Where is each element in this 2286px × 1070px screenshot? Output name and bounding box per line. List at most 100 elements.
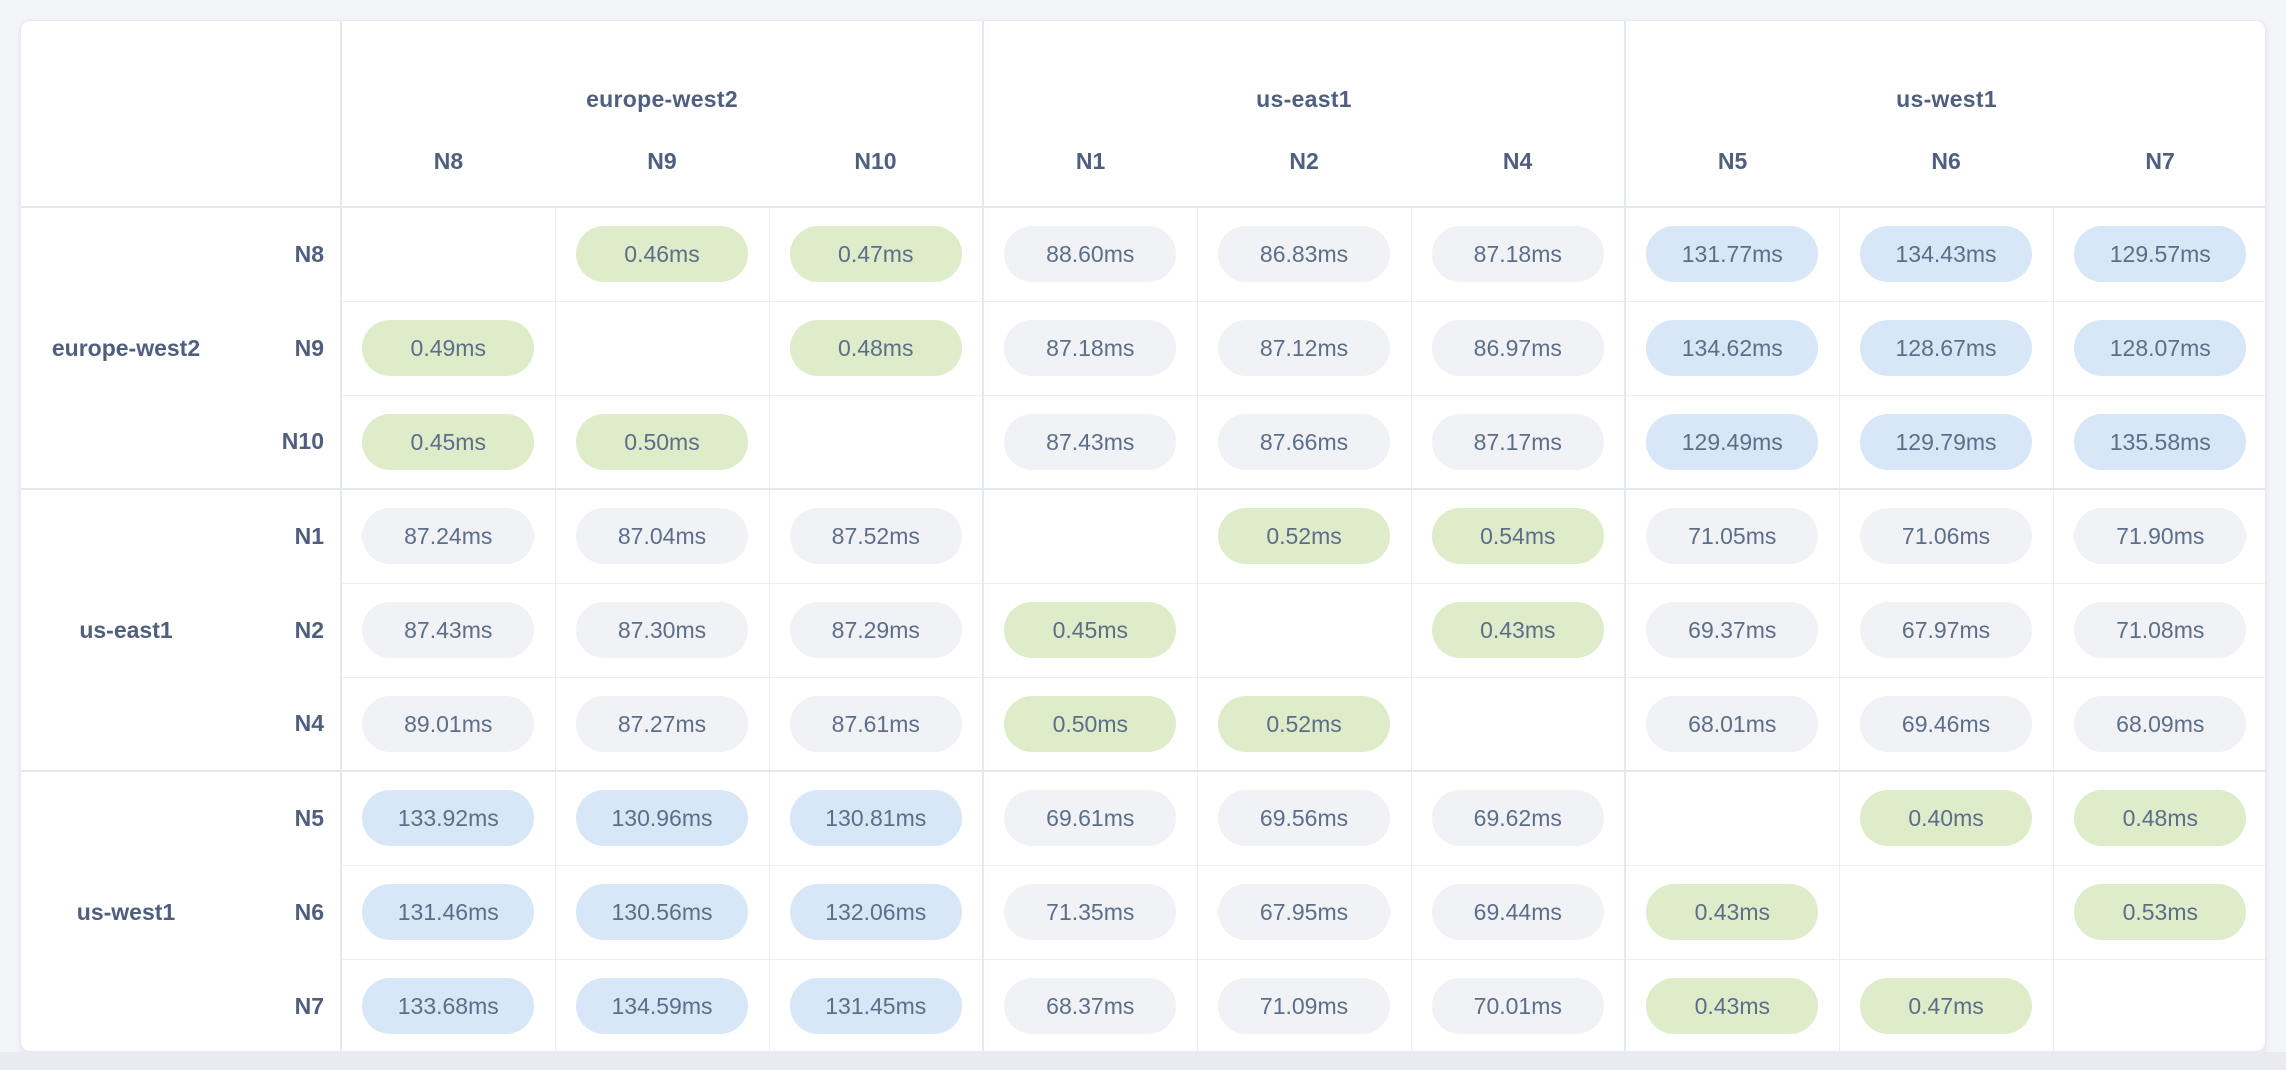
latency-cell: 87.29ms: [768, 582, 984, 677]
latency-cell: 0.43ms: [1624, 864, 1840, 959]
latency-pill: 87.18ms: [1004, 320, 1177, 376]
latency-pill: 87.61ms: [789, 695, 962, 752]
matrix-corner-cell: [21, 21, 341, 207]
column-group-header-us-east1: us-east1: [982, 21, 1626, 143]
latency-cell: 131.45ms: [768, 958, 984, 1051]
latency-pill: 69.37ms: [1646, 602, 1819, 658]
latency-cell: 69.46ms: [1838, 676, 2054, 771]
latency-cell: 87.43ms: [340, 582, 555, 677]
latency-matrix-table: europe-west2 us-east1 us-west1 N8 N9 N10 N1 N2 N…: [21, 21, 2265, 1051]
row-header-N6: N6: [294, 898, 324, 925]
row-header-N5: N5: [231, 770, 341, 865]
latency-cell: 0.45ms: [340, 394, 555, 489]
latency-cell: [554, 300, 769, 395]
row-group-label-us-west1: us-west1: [21, 770, 231, 1051]
column-header-N5: N5: [1624, 143, 1840, 207]
latency-pill: 134.59ms: [576, 978, 748, 1035]
latency-pill: 0.54ms: [1431, 508, 1604, 565]
latency-pill: 67.95ms: [1218, 884, 1391, 940]
latency-cell: 129.49ms: [1624, 394, 1840, 489]
latency-cell: 69.56ms: [1196, 770, 1412, 865]
latency-pill: 0.49ms: [362, 320, 535, 376]
latency-cell: 87.30ms: [554, 582, 769, 677]
latency-cell: 0.43ms: [1624, 958, 1840, 1051]
column-header-N2: N2: [1289, 148, 1319, 174]
latency-cell: 132.06ms: [768, 864, 984, 959]
latency-cell: 0.47ms: [1838, 958, 2054, 1051]
latency-pill: 0.50ms: [1004, 695, 1177, 752]
latency-cell: 87.18ms: [982, 300, 1198, 395]
latency-pill: 88.60ms: [1004, 226, 1177, 283]
latency-pill: 0.52ms: [1218, 508, 1391, 565]
latency-cell: [1624, 770, 1840, 865]
column-header-N6: N6: [1931, 148, 1961, 174]
latency-cell: 87.18ms: [1410, 206, 1626, 301]
latency-pill: 68.09ms: [2074, 695, 2247, 752]
latency-pill: 71.90ms: [2074, 508, 2247, 565]
latency-cell: 130.81ms: [768, 770, 984, 865]
latency-cell: 0.54ms: [1410, 488, 1626, 583]
latency-pill: 129.79ms: [1860, 413, 2033, 470]
latency-pill: 86.83ms: [1218, 226, 1391, 283]
column-header-N7: N7: [2145, 148, 2175, 174]
latency-pill: 0.47ms: [789, 226, 962, 283]
latency-pill: 87.52ms: [789, 508, 962, 565]
latency-cell: 135.58ms: [2052, 394, 2265, 489]
latency-pill: 87.17ms: [1431, 413, 1604, 470]
latency-cell: [982, 488, 1198, 583]
latency-cell: 130.56ms: [554, 864, 769, 959]
latency-cell: [1838, 864, 2054, 959]
latency-pill: 87.66ms: [1218, 413, 1391, 470]
latency-cell: [340, 206, 555, 301]
latency-cell: 87.61ms: [768, 676, 984, 771]
latency-cell: 0.43ms: [1410, 582, 1626, 677]
latency-cell: 87.43ms: [982, 394, 1198, 489]
latency-cell: 0.50ms: [554, 394, 769, 489]
latency-cell: 71.90ms: [2052, 488, 2265, 583]
latency-pill: 0.45ms: [362, 413, 535, 470]
row-header-N7: N7: [294, 992, 324, 1019]
latency-cell: [768, 394, 984, 489]
latency-pill: 134.43ms: [1860, 226, 2033, 283]
latency-pill: 0.43ms: [1431, 602, 1604, 658]
latency-cell: 86.97ms: [1410, 300, 1626, 395]
latency-cell: 131.46ms: [340, 864, 555, 959]
latency-pill: 128.07ms: [2074, 320, 2247, 376]
column-header-N10: N10: [854, 148, 897, 174]
column-group-header-us-west1: us-west1: [1624, 21, 2265, 143]
latency-cell: 87.04ms: [554, 488, 769, 583]
latency-cell: 87.52ms: [768, 488, 984, 583]
latency-pill: 71.05ms: [1646, 508, 1819, 565]
latency-pill: 87.29ms: [789, 602, 962, 658]
latency-cell: 70.01ms: [1410, 958, 1626, 1051]
latency-cell: 68.37ms: [982, 958, 1198, 1051]
latency-cell: 134.59ms: [554, 958, 769, 1051]
latency-pill: 71.06ms: [1860, 508, 2033, 565]
latency-pill: 68.37ms: [1004, 978, 1177, 1035]
latency-pill: 135.58ms: [2074, 413, 2247, 470]
latency-cell: 0.45ms: [982, 582, 1198, 677]
latency-pill: 69.62ms: [1431, 790, 1604, 847]
latency-pill: 133.92ms: [362, 790, 535, 847]
row-header-N9: N9: [294, 334, 324, 361]
latency-cell: 130.96ms: [554, 770, 769, 865]
latency-pill: 129.49ms: [1646, 413, 1819, 470]
row-header-N8: N8: [231, 206, 341, 301]
column-header-N1: N1: [982, 143, 1198, 207]
latency-pill: 0.46ms: [576, 226, 748, 283]
latency-pill: 0.47ms: [1860, 978, 2033, 1035]
latency-pill: 87.18ms: [1431, 226, 1604, 283]
latency-cell: 69.62ms: [1410, 770, 1626, 865]
latency-cell: 0.52ms: [1196, 488, 1412, 583]
latency-pill: 69.56ms: [1218, 790, 1391, 847]
latency-cell: 68.09ms: [2052, 676, 2265, 771]
latency-cell: 71.08ms: [2052, 582, 2265, 677]
latency-pill: 0.43ms: [1646, 884, 1819, 940]
latency-cell: 68.01ms: [1624, 676, 1840, 771]
row-group-label-us-east1: us-east1: [21, 488, 231, 771]
latency-cell: 69.61ms: [982, 770, 1198, 865]
column-header-N4: N4: [1502, 148, 1533, 174]
latency-pill: 0.48ms: [789, 320, 962, 376]
row-header-N1: N1: [231, 488, 341, 583]
latency-cell: 0.40ms: [1838, 770, 2054, 865]
